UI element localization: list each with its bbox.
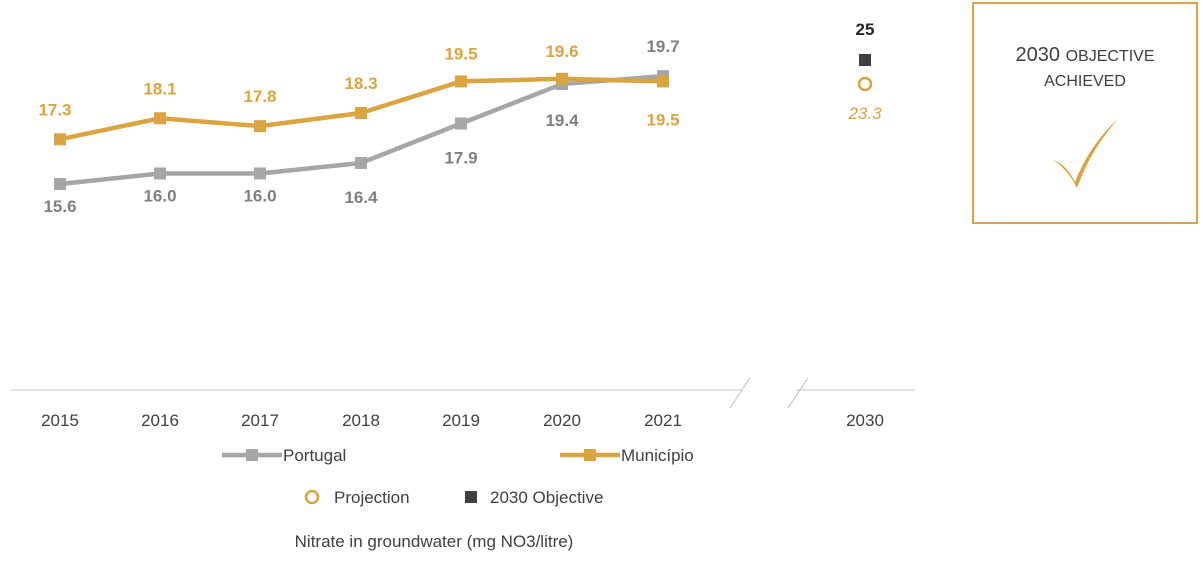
x-tick-label: 2018	[342, 411, 380, 430]
data-label-municipio: 19.5	[444, 44, 477, 63]
x-tick-label: 2015	[41, 411, 79, 430]
objective-achieved-badge: 2030 OBJECTIVE ACHIEVED	[972, 2, 1198, 224]
data-point-municipio	[355, 106, 367, 119]
legend-label-portugal: Portugal	[283, 446, 346, 465]
badge-line-1: 2030 OBJECTIVE	[974, 44, 1196, 67]
data-label-municipio: 18.3	[344, 74, 377, 93]
marks-layer	[54, 54, 873, 190]
x-tick-label: 2030	[846, 411, 884, 430]
x-tick-label: 2019	[442, 411, 480, 430]
badge-year: 2030	[1015, 44, 1061, 66]
data-label-municipio: 19.6	[545, 42, 578, 61]
data-label-portugal: 16.0	[243, 186, 276, 205]
data-point-municipio	[154, 112, 166, 125]
data-labels: 15.6 16.0 16.0 16.4 17.9 19.4 19.7 17.3 18.1 17.8…	[38, 20, 882, 216]
data-label-municipio: 18.1	[143, 79, 176, 98]
legend-label-projection: Projection	[334, 488, 410, 507]
objective-point	[859, 54, 871, 66]
legend-marker-portugal	[246, 449, 258, 461]
x-axis: 2015 2016 2017 2018 2019 2020 2021 2030	[10, 377, 915, 430]
data-point-municipio	[254, 120, 266, 133]
badge-achieved: ACHIEVED	[1044, 73, 1126, 90]
data-label-portugal: 15.6	[43, 197, 76, 216]
axis-break-mark	[729, 377, 751, 409]
projection-point	[857, 76, 873, 92]
data-point-municipio	[455, 75, 467, 88]
data-label-portugal: 19.7	[646, 37, 679, 56]
data-label-portugal: 17.9	[444, 149, 477, 168]
x-tick-label: 2016	[141, 411, 179, 430]
data-label-municipio: 17.3	[38, 100, 71, 119]
legend-marker-municipio	[584, 449, 596, 461]
data-label-portugal: 16.0	[143, 186, 176, 205]
data-point-portugal	[455, 117, 467, 130]
legend-marker-objective	[465, 491, 477, 503]
data-point-municipio	[556, 72, 568, 85]
data-point-municipio	[54, 133, 66, 146]
data-point-portugal	[54, 178, 66, 190]
data-label-municipio: 19.5	[646, 110, 679, 129]
x-tick-label: 2021	[644, 411, 682, 430]
badge-objective: OBJECTIVE	[1065, 48, 1155, 65]
legend-label-municipio: Município	[621, 446, 694, 465]
data-point-portugal	[154, 167, 166, 180]
projection-label: 23.3	[847, 104, 882, 123]
x-tick-label: 2020	[543, 411, 581, 430]
data-point-municipio	[657, 75, 669, 88]
legend-marker-projection	[304, 489, 320, 505]
legend: Portugal Município Projection 2030 Objectiv…	[222, 446, 694, 551]
checkmark-icon	[1053, 118, 1119, 188]
data-point-portugal	[355, 156, 367, 169]
data-label-portugal: 19.4	[545, 111, 579, 130]
data-label-portugal: 16.4	[344, 188, 378, 207]
data-point-portugal	[254, 167, 266, 180]
objective-label: 25	[856, 20, 875, 39]
axis-break-mark	[787, 377, 809, 409]
x-tick-label: 2017	[241, 411, 279, 430]
legend-label-objective: 2030 Objective	[490, 488, 603, 507]
chart-caption: Nitrate in groundwater (mg NO3/litre)	[295, 532, 574, 551]
data-label-municipio: 17.8	[243, 87, 276, 106]
